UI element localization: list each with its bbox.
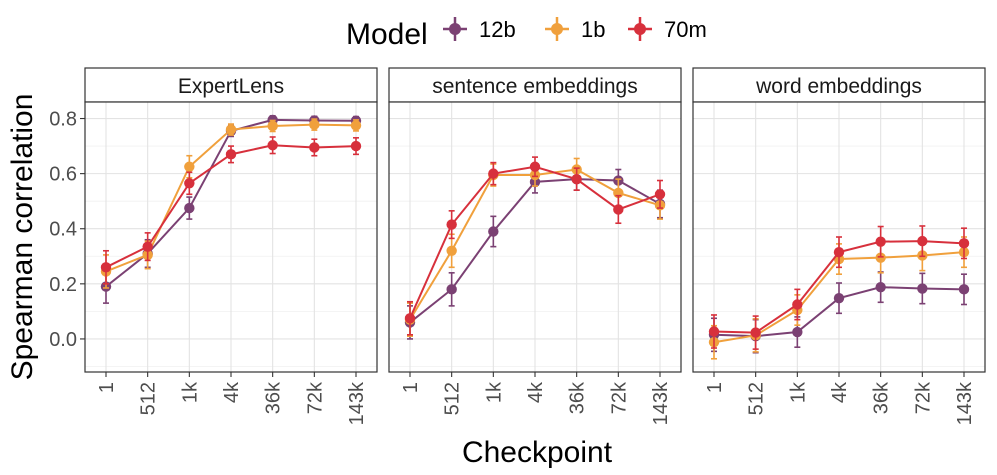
legend: Model 12b 1b 70m (346, 17, 707, 51)
facet-title: sentence embeddings (432, 75, 637, 98)
x-tick-label: 143k (954, 381, 976, 425)
x-axis-title: Checkpoint (462, 436, 613, 469)
data-point (833, 292, 845, 304)
data-point (309, 142, 320, 153)
x-tick-label: 36k (871, 381, 893, 414)
x-tick-label: 1k (787, 381, 809, 403)
x-tick-label: 1 (96, 382, 118, 393)
data-point (267, 140, 278, 151)
x-tick-label: 72k (912, 381, 934, 414)
x-tick-label: 512 (442, 382, 464, 415)
x-tick-label: 36k (567, 381, 589, 414)
data-point (404, 313, 416, 324)
legend-label: 1b (581, 17, 605, 42)
panel-word-embeddings: word embeddings 1 512 1k 4k 36k 72k 143k (692, 67, 986, 425)
x-tick-label: 4k (829, 381, 851, 403)
data-point (446, 284, 457, 295)
x-tick-label: 4k (525, 381, 547, 403)
legend-key-point (449, 23, 461, 35)
data-point (309, 119, 320, 130)
legend-key-point (634, 23, 646, 35)
panel-expertlens: ExpertLens 1 512 1k 4k 36k 72k 143k (84, 67, 378, 425)
data-point (654, 189, 666, 200)
data-point (184, 178, 195, 189)
y-tick-label: 0.8 (49, 109, 77, 131)
legend-key-point (551, 23, 563, 35)
data-point (100, 262, 112, 273)
data-point (613, 204, 624, 215)
data-point (875, 281, 886, 293)
facet-strip (388, 67, 682, 103)
data-point (184, 161, 195, 172)
data-point (142, 241, 153, 252)
data-point (792, 326, 803, 338)
data-point (833, 246, 845, 258)
x-tick-label: 1k (179, 381, 201, 403)
y-tick-label: 0.0 (49, 329, 77, 351)
data-point (350, 120, 362, 131)
data-point (875, 236, 886, 247)
data-point (750, 327, 761, 338)
y-tick-label: 0.4 (49, 219, 77, 241)
x-tick-label: 36k (263, 381, 285, 414)
x-tick-label: 512 (138, 382, 160, 415)
y-tick-label: 0.6 (49, 164, 77, 186)
data-point (917, 283, 928, 294)
data-point (571, 173, 582, 185)
data-point (350, 140, 362, 152)
legend-item-70m: 70m (628, 17, 707, 42)
data-point (958, 284, 970, 295)
x-tick-label: 1 (704, 382, 726, 393)
x-tick-label: 143k (346, 381, 368, 425)
data-point (708, 326, 720, 337)
data-point (225, 124, 237, 135)
facet-title: ExpertLens (178, 75, 284, 98)
x-tick-label: 4k (221, 381, 243, 403)
facet-title: word embeddings (755, 75, 922, 98)
data-point (529, 161, 541, 172)
data-point (488, 168, 499, 179)
data-point (875, 252, 886, 263)
data-point (958, 238, 970, 249)
data-point (267, 120, 278, 132)
legend-label: 70m (664, 17, 707, 42)
data-point (446, 245, 457, 256)
x-tick-label: 143k (650, 381, 672, 425)
x-tick-label: 72k (304, 381, 326, 414)
data-point (917, 235, 928, 247)
y-tick-label: 0.2 (49, 274, 77, 296)
data-point (446, 219, 457, 230)
x-tick-label: 1k (483, 381, 505, 403)
panel-sentence-embeddings: sentence embeddings 1 512 1k 4k 36k 72k 143k (388, 67, 682, 425)
legend-item-12b: 12b (443, 17, 516, 42)
x-tick-label: 72k (608, 381, 630, 414)
data-point (184, 202, 195, 214)
x-tick-label: 512 (746, 382, 768, 415)
data-point (792, 299, 803, 310)
series-70m (708, 225, 970, 350)
x-tick-label: 1 (400, 382, 422, 393)
data-point (488, 226, 499, 237)
legend-title: Model (346, 18, 428, 51)
legend-item-1b: 1b (545, 17, 605, 42)
legend-label: 12b (479, 17, 516, 42)
y-axis: 0.0 0.2 0.4 0.6 0.8 (49, 109, 85, 351)
series-70m (100, 136, 362, 285)
series-70m (404, 156, 666, 336)
data-point (225, 149, 237, 160)
y-axis-title: Spearman correlation (6, 94, 39, 381)
